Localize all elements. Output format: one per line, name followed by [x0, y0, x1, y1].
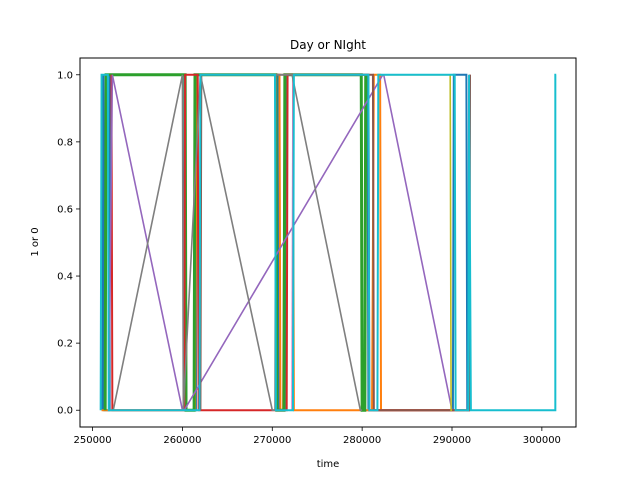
x-tick-label: 290000 — [433, 435, 471, 446]
y-axis-label: 1 or 0 — [30, 227, 41, 256]
y-tick-label: 0.4 — [57, 272, 73, 283]
y-axis-ticks: 0.0 0.2 0.4 0.6 0.8 1.0 — [57, 70, 80, 417]
y-tick-label: 0.6 — [57, 204, 73, 215]
plot-area — [99, 73, 557, 412]
series-line-8 — [112, 73, 363, 412]
series-line-10 — [99, 73, 557, 412]
y-tick-label: 0.8 — [57, 137, 73, 148]
x-tick-label: 250000 — [73, 435, 111, 446]
y-tick-label: 0.2 — [57, 339, 73, 350]
chart-title: Day or NIght — [290, 38, 366, 52]
x-tick-label: 300000 — [523, 435, 561, 446]
x-tick-label: 280000 — [343, 435, 381, 446]
series-line-5 — [107, 73, 454, 412]
y-tick-label: 1.0 — [57, 70, 73, 81]
x-axis-label: time — [317, 459, 340, 470]
x-axis-ticks: 250000 260000 270000 280000 290000 300000 — [73, 427, 561, 446]
axes-frame — [79, 57, 577, 428]
x-tick-label: 270000 — [253, 435, 291, 446]
y-tick-label: 0.0 — [57, 406, 73, 417]
x-tick-label: 260000 — [163, 435, 201, 446]
